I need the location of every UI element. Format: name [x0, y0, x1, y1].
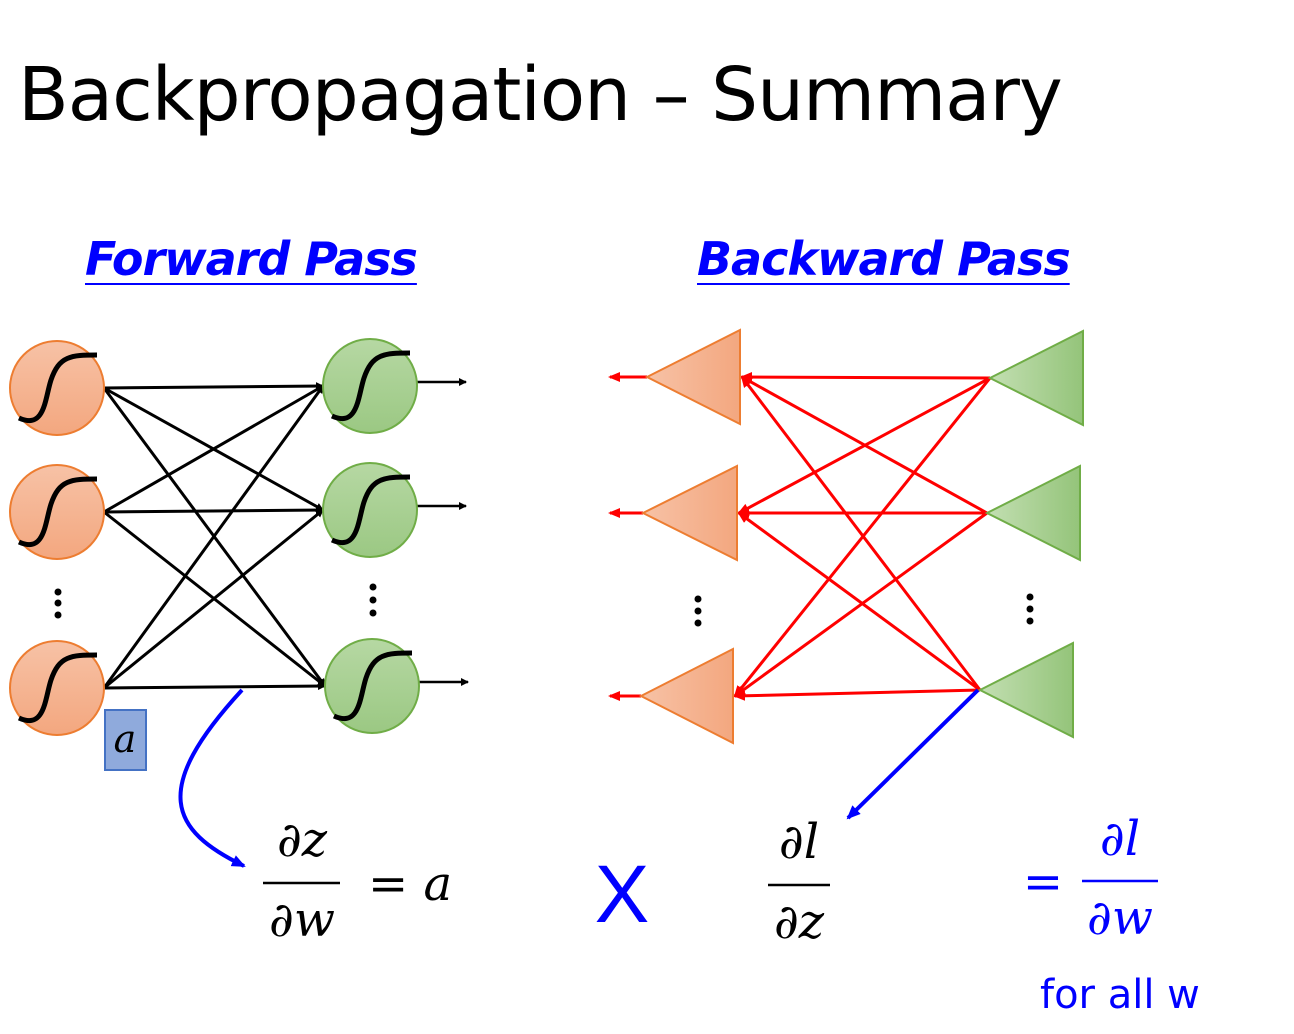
sigmoid-icon — [330, 474, 411, 545]
backward-input-triangle — [640, 464, 738, 562]
sigmoid-icon — [332, 650, 413, 721]
equals-a: = a — [368, 856, 452, 912]
forward-edge — [103, 682, 326, 691]
backward-highlight-arrow — [846, 688, 980, 820]
output-neuron — [324, 638, 420, 734]
forward-edge — [103, 506, 324, 515]
activation-box — [104, 709, 147, 771]
dz-numerator: ∂z — [277, 812, 328, 868]
backward-edge — [733, 688, 981, 701]
input-neuron — [9, 464, 105, 560]
forward-edge — [103, 508, 324, 690]
forward-edges — [102, 378, 469, 691]
forward-highlight-arrow — [178, 688, 246, 868]
dl-dz-fraction: ∂l ∂z — [768, 814, 830, 950]
backward-edges — [608, 372, 992, 701]
backward-output-triangle — [987, 329, 1084, 427]
dw-denominator: ∂w — [269, 892, 335, 948]
for-all-w-note: for all w — [1040, 972, 1200, 1018]
backward-input-triangle — [644, 328, 741, 426]
sigmoid-icon — [17, 652, 98, 723]
forward-edge — [103, 382, 324, 391]
forward-edge — [102, 385, 325, 689]
dz-denominator: ∂z — [774, 894, 825, 950]
backward-output-triangle — [984, 464, 1081, 562]
ellipsis-dots — [54, 583, 1034, 627]
forward-neurons — [9, 338, 420, 736]
backward-edge — [740, 375, 988, 515]
sigmoid-icon — [17, 476, 98, 547]
dz-dw-fraction: ∂z ∂w — [263, 812, 340, 948]
backward-edge — [740, 372, 991, 383]
backward-triangles — [638, 328, 1084, 745]
backward-edge — [737, 511, 981, 692]
backward-input-triangle — [638, 647, 734, 745]
result-equals: = — [1023, 854, 1063, 910]
backward-edge — [733, 511, 988, 698]
multiply-sign: X — [595, 849, 650, 940]
sigmoid-icon — [17, 352, 98, 423]
input-neuron — [9, 640, 105, 736]
input-neuron — [9, 340, 105, 436]
sigmoid-icon — [330, 350, 411, 421]
backward-pass-heading: Backward Pass — [697, 232, 1071, 286]
activation-label: a — [114, 717, 137, 761]
output-neuron — [322, 462, 418, 558]
result-fraction: = ∂l ∂w — [1023, 811, 1158, 946]
backward-output-triangle — [977, 641, 1074, 739]
output-neuron — [322, 338, 418, 434]
result-numerator: ∂l — [1100, 811, 1140, 867]
dl-numerator: ∂l — [779, 814, 819, 870]
slide-title: Backpropagation – Summary — [18, 52, 1063, 138]
forward-edge — [103, 384, 324, 514]
backward-edge — [740, 375, 982, 691]
result-denominator: ∂w — [1087, 890, 1153, 946]
forward-pass-heading: Forward Pass — [85, 232, 418, 286]
